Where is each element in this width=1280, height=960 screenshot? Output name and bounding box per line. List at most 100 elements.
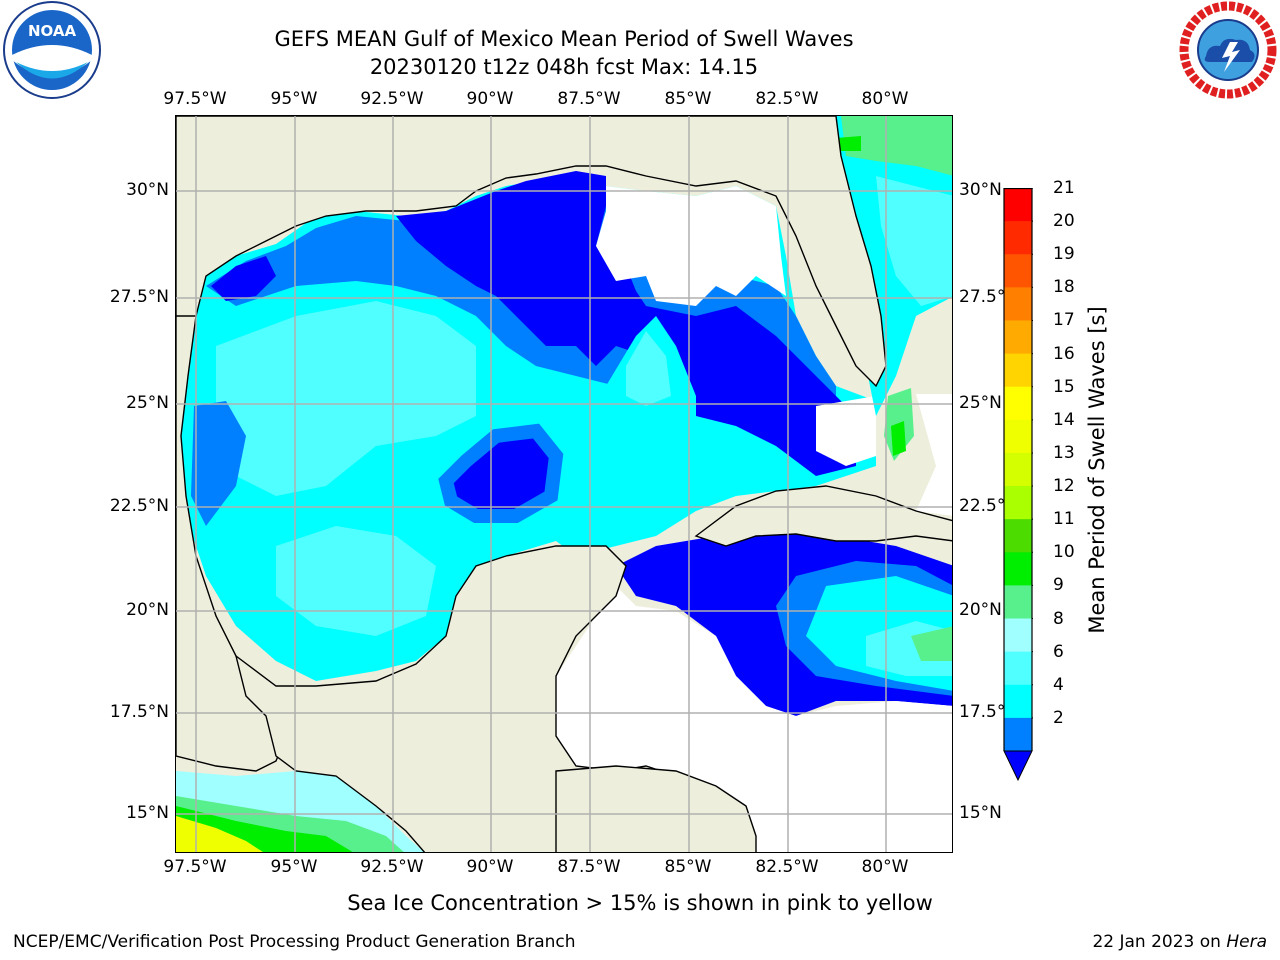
colorbar-segment [1004,585,1032,620]
colorbar-tick: 18 [1053,277,1075,298]
lon-tick-top: 92.5°W [360,89,424,109]
colorbar-tick: 13 [1053,442,1075,463]
gulf-deep-blue-ne [396,171,856,476]
lon-tick-top: 97.5°W [163,89,227,109]
honduras-land [555,765,757,852]
colorbar-tick: 11 [1053,509,1075,530]
lon-tick-bottom: 87.5°W [557,857,621,877]
lat-tick-right: 25°N [959,393,1002,413]
colorbar-segment [1004,684,1032,719]
lat-tick-left: 25°N [126,393,169,413]
lat-tick-left: 30°N [126,180,169,200]
colorbar-tick: 14 [1053,409,1075,430]
gulf-deep-blue-nw [211,256,276,301]
gulf-light-cyan-tongue [626,331,671,406]
lon-tick-bottom: 80°W [861,857,909,877]
bahamas-bright-green [891,421,906,456]
colorbar-segment [1004,452,1032,487]
no-data-caribbean-south [556,586,952,852]
colorbar-segment [1004,486,1032,520]
lon-tick-bottom: 90°W [466,857,514,877]
colorbar-tick: 17 [1053,310,1075,331]
colorbar [1003,187,1033,782]
sea-ice-caption: Sea Ice Concentration > 15% is shown in … [347,891,933,915]
colorbar-segment [1004,519,1032,553]
colorbar-segment [1004,419,1032,454]
lat-tick-left: 20°N [126,600,169,620]
colorbar-tick: 4 [1053,674,1064,695]
footer-right: 22 Jan 2023 on Hera [1092,932,1267,952]
colorbar-segment [1004,287,1032,321]
colorbar-segment [1004,353,1032,388]
gulf-mid-blue-west [191,401,246,526]
lat-tick-right: 22.5° [959,496,1006,516]
chart-title: GEFS MEAN Gulf of Mexico Mean Period of … [274,27,854,51]
lon-tick-bottom: 92.5°W [360,857,424,877]
gulf-light-cyan-west [216,301,476,496]
colorbar-segment [1004,320,1032,355]
colorbar-segment [1004,254,1032,288]
lon-tick-top: 80°W [861,89,909,109]
colorbar-tick: 19 [1053,244,1075,265]
footer-host: Hera [1226,932,1267,952]
colorbar-segment [1004,552,1032,586]
colorbar-tick: 8 [1053,608,1064,629]
colorbar-tick: 9 [1053,575,1064,596]
lon-tick-bottom: 85°W [664,857,712,877]
lat-tick-left: 27.5°N [109,287,169,307]
colorbar-label: Mean Period of Swell Waves [s] [1085,306,1109,634]
colorbar-segment [1004,188,1032,222]
colorbar-tick: 15 [1053,376,1075,397]
lat-tick-left: 22.5°N [109,496,169,516]
lon-tick-top: 87.5°W [557,89,621,109]
atlantic-light-cyan [876,176,952,306]
no-data-fl-keys [816,396,876,466]
map-plot-area [175,115,953,853]
lat-tick-right: 17.5° [959,702,1006,722]
colorbar-extend-arrow [1003,750,1033,782]
colorbar-tick: 12 [1053,476,1075,497]
atlantic-bright-green [836,136,861,151]
colorbar-tick: 10 [1053,542,1075,563]
lat-tick-left: 17.5°N [109,702,169,722]
us-gulf-coast-land [176,116,887,388]
gulf-deep-blue-eddy [446,431,556,516]
footer-date: 22 Jan 2023 on [1092,932,1227,952]
lon-tick-top: 82.5°W [755,89,819,109]
lat-tick-right: 20°N [959,600,1002,620]
colorbar-tick: 2 [1053,707,1064,728]
colorbar-tick: 21 [1053,178,1075,198]
colorbar-tick: 6 [1053,641,1064,662]
lon-tick-top: 90°W [466,89,514,109]
colorbar-tick: 20 [1053,211,1075,232]
chart-subtitle: 20230120 t12z 048h fcst Max: 14.15 [369,55,759,79]
lon-tick-bottom: 82.5°W [755,857,819,877]
colorbar-segment [1004,651,1032,686]
colorbar-segment [1004,221,1032,255]
colorbar-tick: 16 [1053,343,1075,364]
lon-tick-bottom: 95°W [270,857,318,877]
lat-tick-right: 30°N [959,180,1002,200]
lat-tick-right: 15°N [959,803,1002,823]
noaa-logo-text: NOAA [28,22,77,40]
no-data-fl-shelf [596,186,786,306]
map-gridlines [176,116,952,852]
lon-tick-bottom: 97.5°W [163,857,227,877]
cuba-land [694,485,952,547]
no-data-atlantic-east [916,394,952,516]
nws-logo [1178,0,1278,100]
colorbar-segment [1004,717,1032,752]
atlantic-green [841,116,952,176]
colorbar-segment [1004,386,1032,421]
pacific-yellow [176,816,263,852]
lat-tick-right: 27.5° [959,287,1006,307]
lon-tick-top: 85°W [664,89,712,109]
caribbean-green [911,626,952,661]
gulf-light-cyan-south [276,526,436,636]
footer-left: NCEP/EMC/Verification Post Processing Pr… [13,932,576,952]
lat-tick-left: 15°N [126,803,169,823]
lon-tick-top: 95°W [270,89,318,109]
noaa-logo: NOAA [2,0,102,100]
colorbar-segment [1004,618,1032,653]
gulf-mid-blue-eddy-ring [438,423,564,523]
